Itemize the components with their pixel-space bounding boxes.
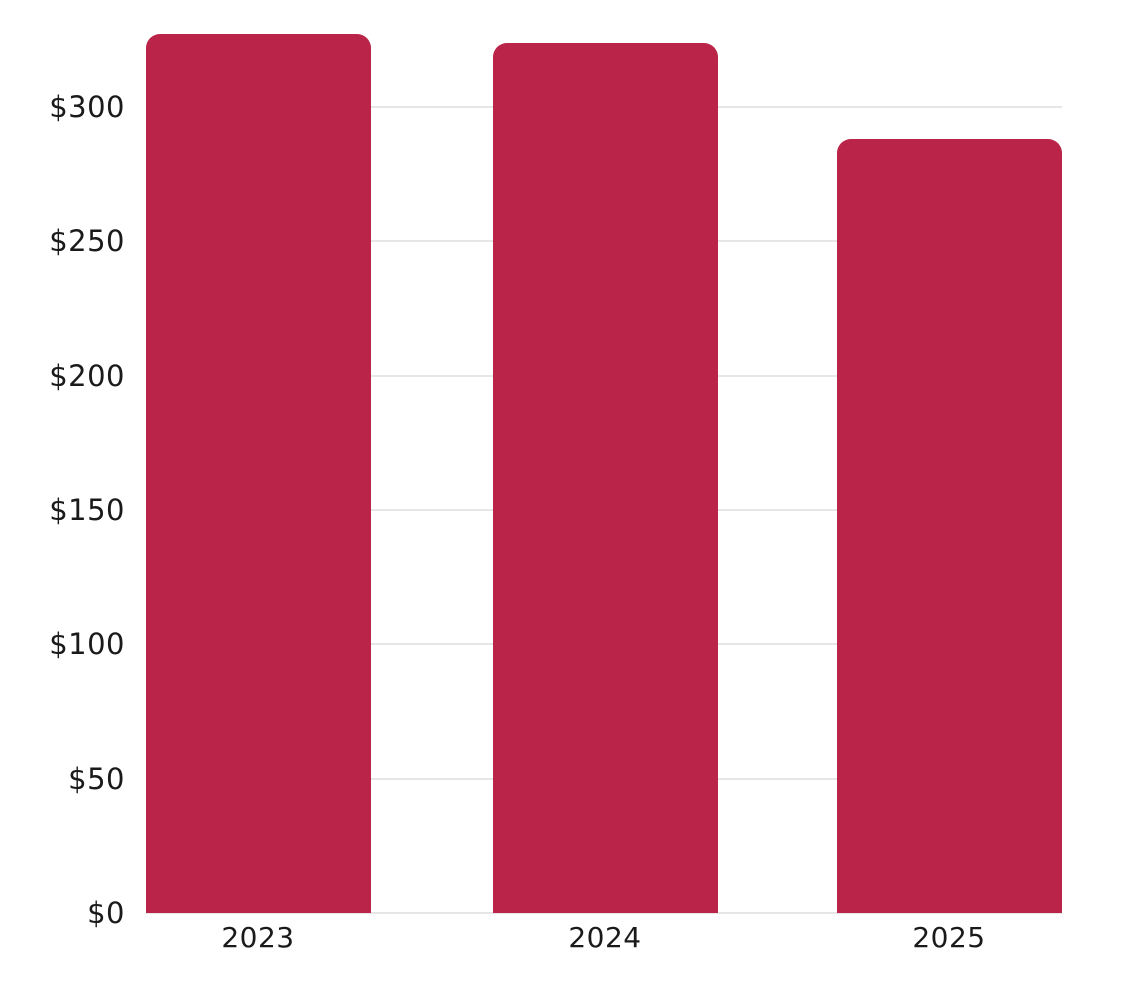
bar-2025 [836,139,1062,913]
gridline [146,912,1062,914]
y-axis-tick-label: $150 [49,493,125,527]
y-axis-tick-label: $100 [49,627,125,662]
x-axis-tick-label: 2023 [221,921,295,954]
y-axis-tick-label: $300 [49,90,125,124]
bar-2024 [492,42,718,913]
y-axis-tick-label: $200 [49,358,125,393]
y-axis-tick-label: $50 [68,761,125,796]
x-axis-tick-label: 2025 [912,921,986,954]
y-axis-tick-label: $250 [49,224,125,259]
x-axis-tick-label: 2024 [568,921,642,954]
bar-2023 [145,34,371,913]
y-axis-tick-label: $0 [87,896,125,930]
